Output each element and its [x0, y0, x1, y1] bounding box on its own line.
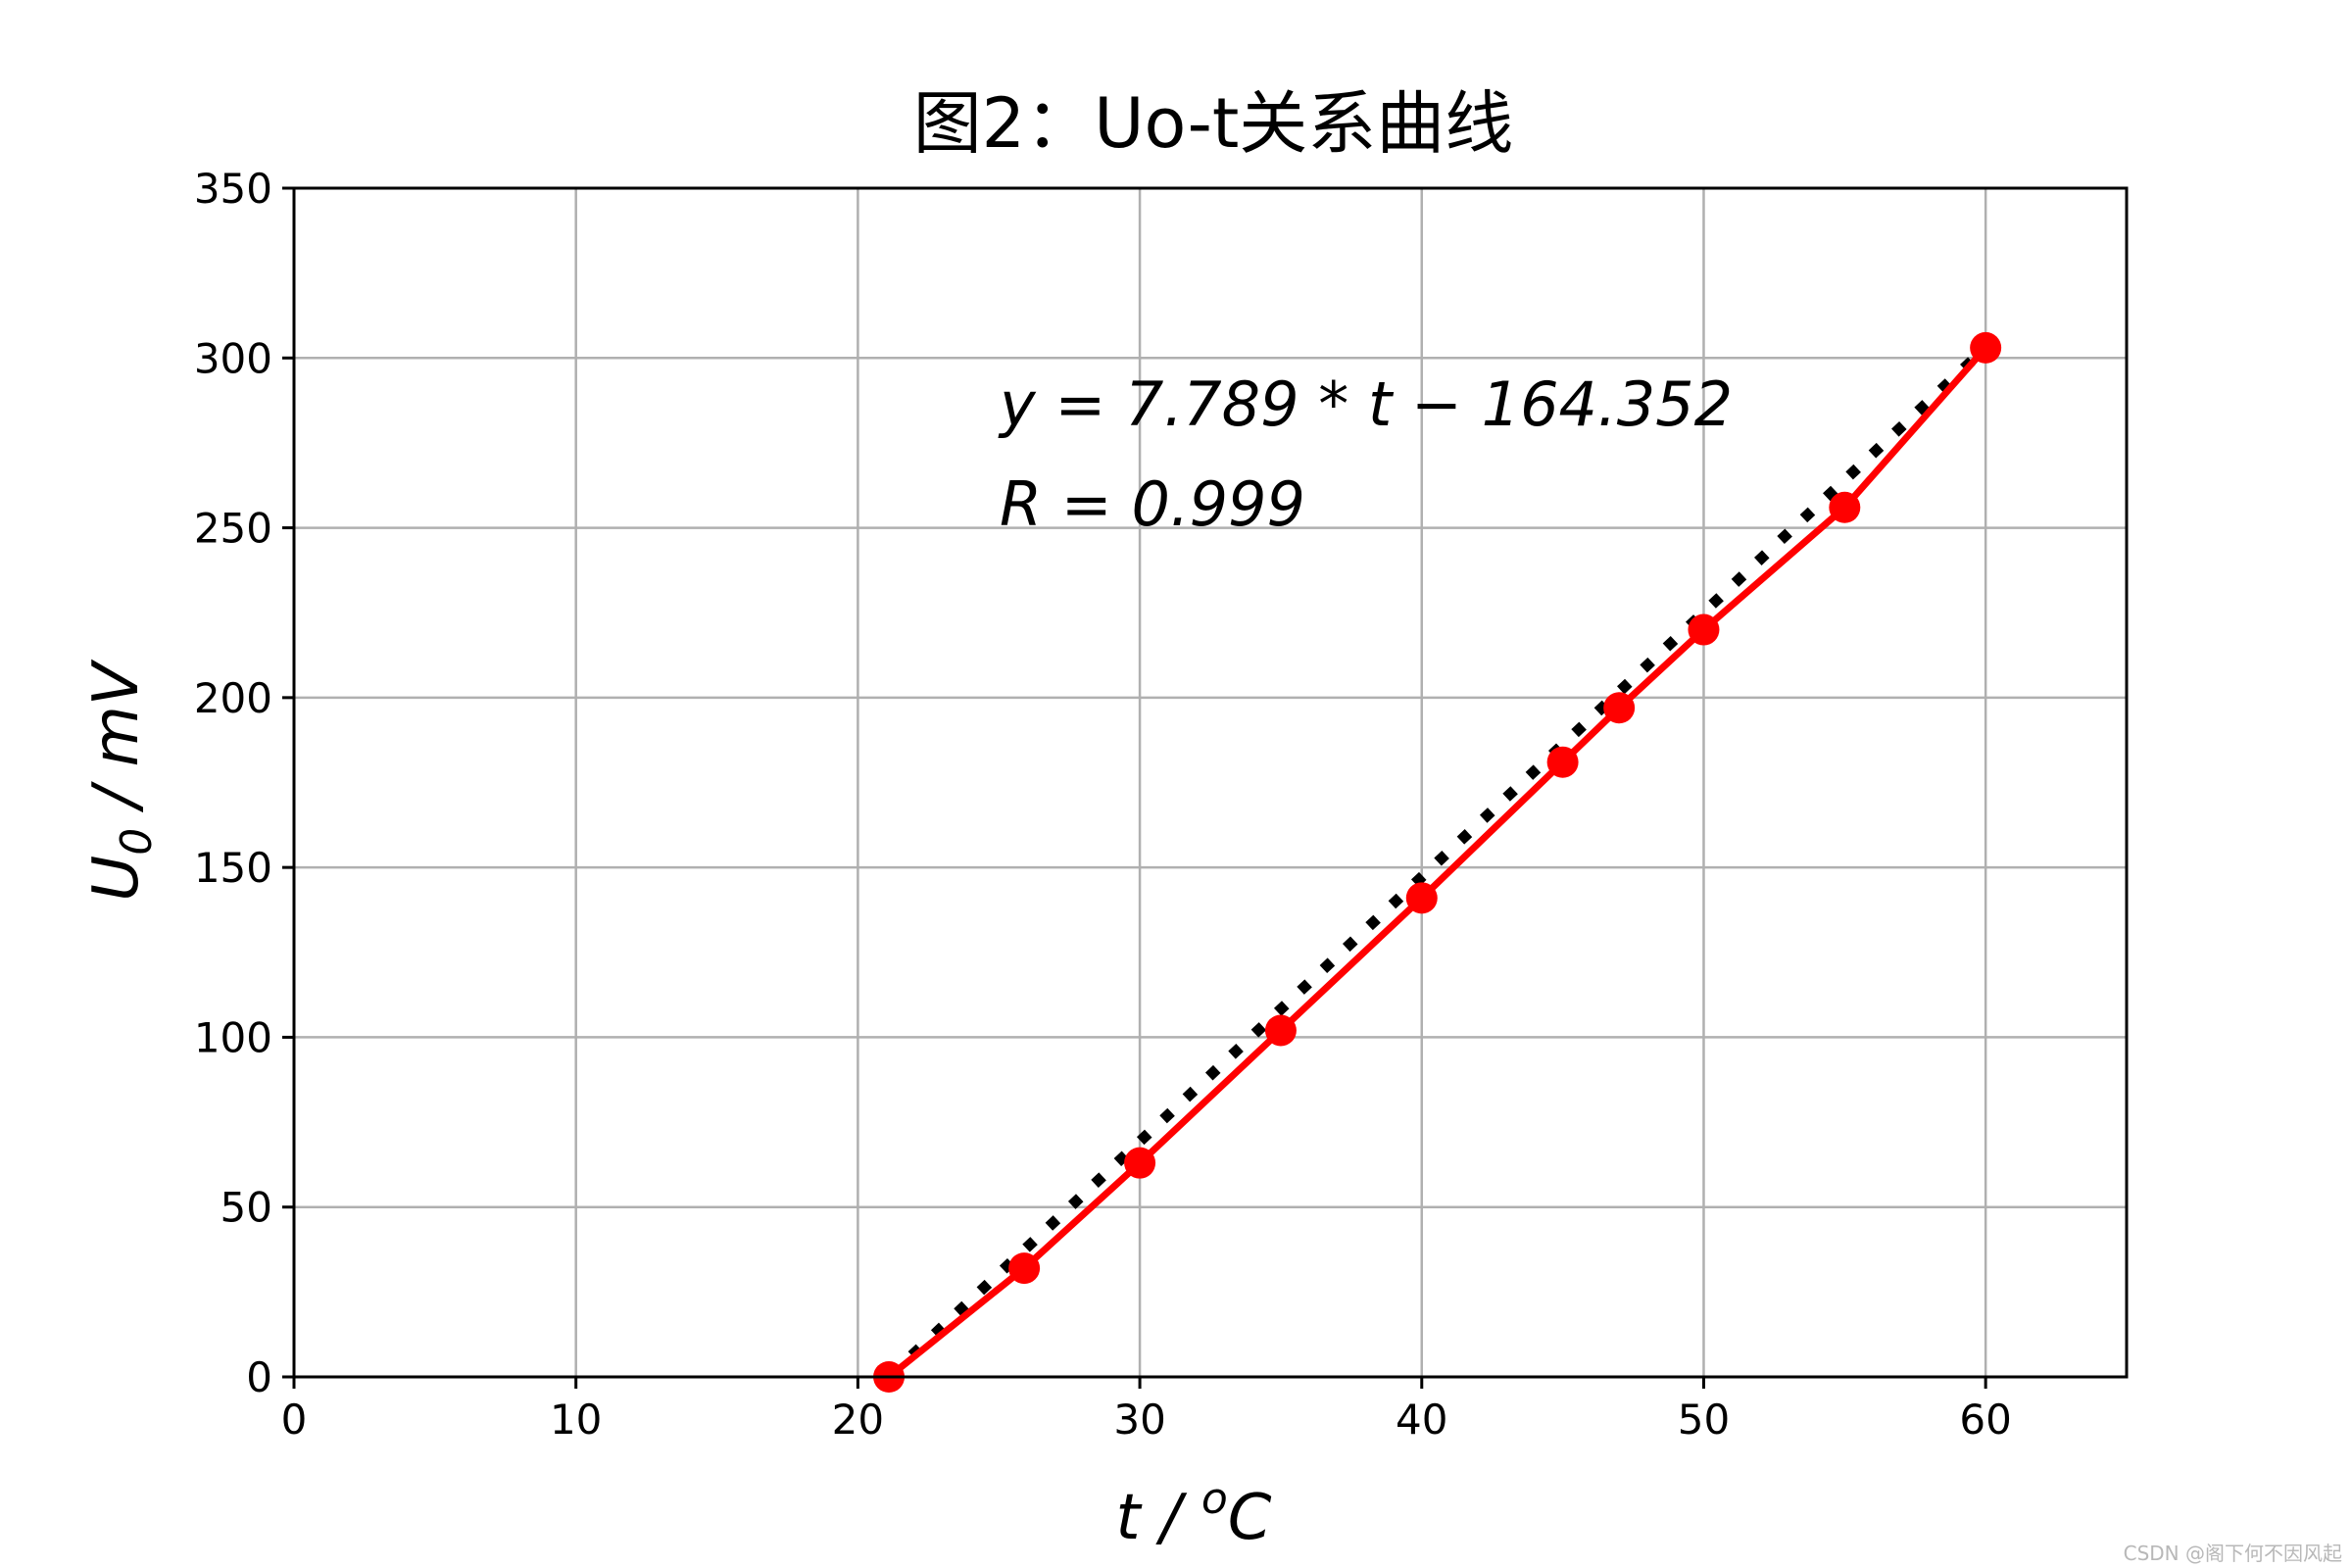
y-tick-label: 50	[220, 1184, 272, 1232]
x-axis-label-unit: C	[1228, 1482, 1272, 1554]
y-tick-label: 250	[194, 505, 272, 553]
measured-point	[1603, 692, 1636, 724]
plot-frame	[292, 186, 2129, 1379]
x-tick-label: 60	[1959, 1396, 2011, 1444]
y-axis-label-main: U	[80, 856, 153, 902]
y-tick-label: 200	[194, 674, 272, 722]
y-tick-label: 0	[246, 1353, 272, 1401]
x-axis-label: t / oC	[1116, 1474, 1272, 1554]
y-tick-label: 300	[194, 334, 272, 382]
x-axis-label-sup: o	[1201, 1474, 1228, 1524]
measured-line	[886, 345, 1988, 1380]
measured-point	[1264, 1014, 1297, 1047]
ticks: 0 10 20 30 40 50 60 0 50 100 150 200 250 300 350	[194, 165, 2012, 1444]
y-axis-label-unit: / mV	[80, 659, 153, 828]
y-axis-label-sub: 0	[112, 828, 162, 856]
measured-point	[1124, 1147, 1156, 1179]
measured-point	[1970, 331, 2002, 364]
measured-point	[1546, 746, 1579, 778]
x-axis-label-main: t /	[1116, 1482, 1201, 1554]
grid	[292, 186, 2127, 1379]
y-tick-label: 100	[194, 1013, 272, 1061]
fit-equation: y = 7.789 * t − 164.352	[998, 368, 1733, 440]
x-tick-label: 40	[1396, 1396, 1447, 1444]
series-layer	[873, 331, 2002, 1393]
x-tick-label: 0	[281, 1396, 308, 1444]
x-tick-label: 30	[1113, 1396, 1165, 1444]
measured-point	[1008, 1252, 1041, 1285]
x-tick-label: 10	[550, 1396, 602, 1444]
x-tick-label: 50	[1678, 1396, 1730, 1444]
y-tick-label: 350	[194, 165, 272, 213]
measured-point	[1829, 491, 1861, 523]
measured-point	[1688, 613, 1720, 646]
y-axis-label: U0 / mV	[80, 659, 162, 901]
y-tick-label: 150	[194, 844, 272, 892]
watermark: CSDN @阁下何不因风起	[2124, 1542, 2342, 1565]
x-tick-label: 20	[832, 1396, 884, 1444]
measured-point	[1405, 882, 1438, 914]
chart-title: 图2：Uo-t关系曲线	[913, 83, 1514, 164]
r-value: R = 0.999	[1000, 468, 1305, 540]
